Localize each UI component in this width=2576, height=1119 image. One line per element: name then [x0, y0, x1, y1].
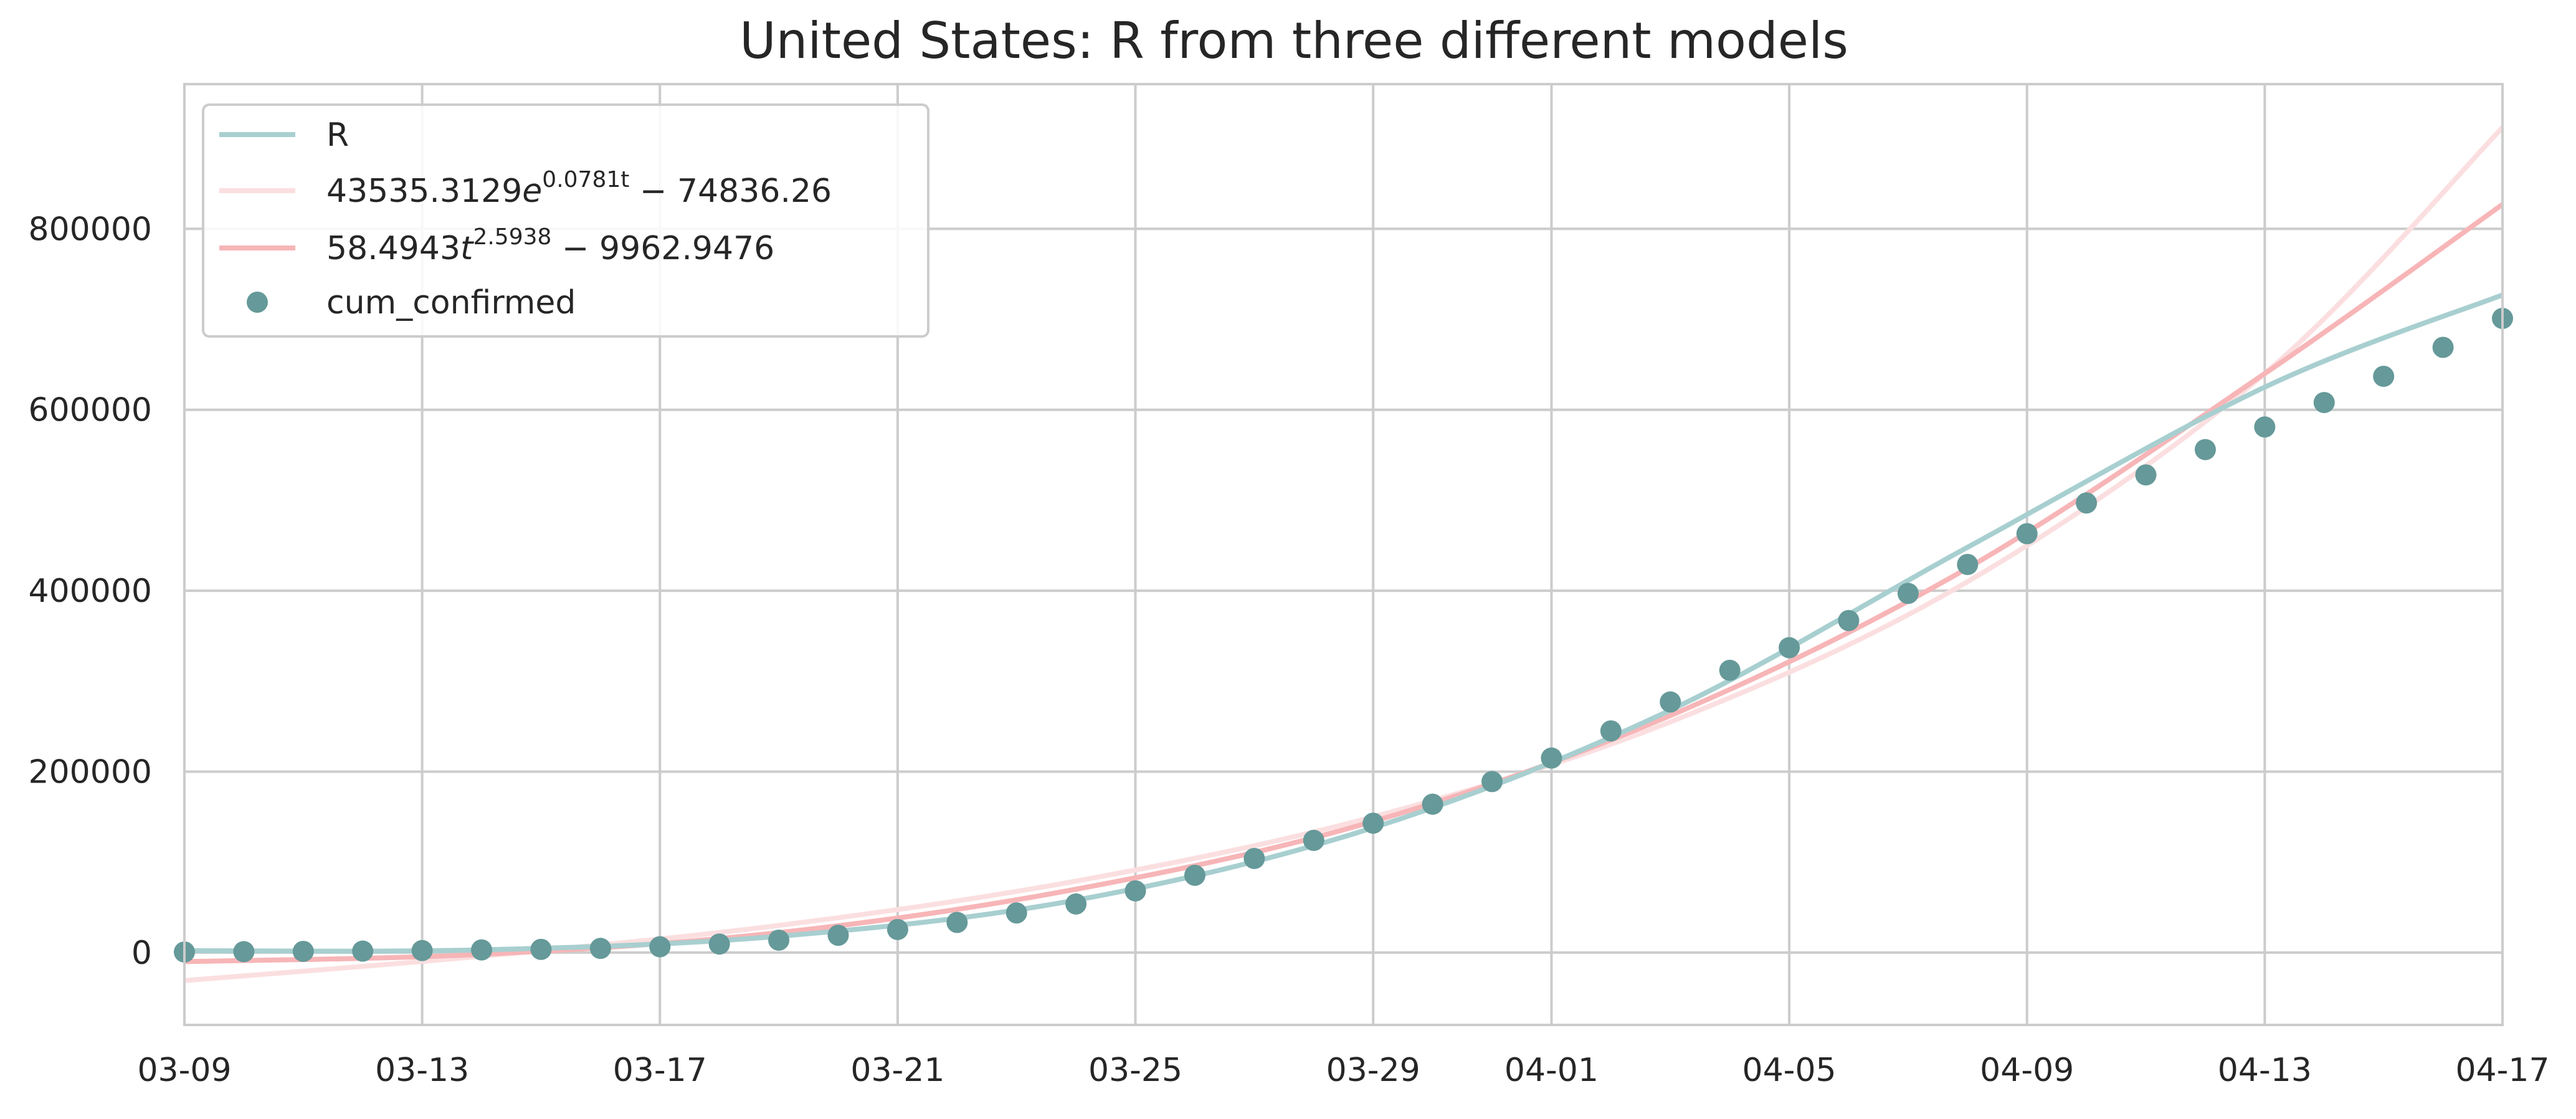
cum-confirmed-point: [589, 938, 611, 959]
cum-confirmed-point: [411, 940, 433, 961]
legend-swatch-3: [247, 292, 268, 313]
x-tick-label: 03-13: [375, 1052, 469, 1089]
cum-confirmed-point: [352, 940, 374, 962]
cum-confirmed-point: [1124, 880, 1146, 902]
cum-confirmed-point: [1005, 902, 1027, 924]
legend-box: [202, 103, 929, 338]
x-tick-label: 04-09: [1980, 1052, 2074, 1089]
x-tick-label: 03-21: [850, 1052, 944, 1089]
cum-confirmed-point: [2016, 523, 2038, 545]
legend-label-1: 43535.3129e0.0781t − 74836.26: [326, 167, 832, 210]
cum-confirmed-point: [2135, 464, 2157, 486]
x-tick-labels: 03-09 03-13 03-17 03-21 03-25 03-29 04-01 04-05…: [137, 1052, 2549, 1089]
x-tick-label: 04-17: [2455, 1052, 2549, 1089]
cum-confirmed-point: [1362, 812, 1384, 834]
cum-confirmed-point: [530, 938, 552, 960]
cum-confirmed-point: [827, 925, 849, 946]
x-tick-label: 04-13: [2218, 1052, 2312, 1089]
x-tick-label: 03-29: [1326, 1052, 1420, 1089]
cum-confirmed-point: [1779, 637, 1800, 659]
x-tick-label: 03-09: [137, 1052, 231, 1089]
y-tick-label: 600000: [28, 392, 152, 429]
cum-confirmed-point: [2313, 392, 2335, 414]
cum-confirmed-point: [1184, 864, 1205, 886]
cum-confirmed-point: [1600, 720, 1622, 742]
cum-confirmed-point: [2076, 492, 2098, 514]
cum-confirmed-point: [2373, 365, 2395, 387]
cum-confirmed-point: [1541, 747, 1562, 769]
y-tick-label: 400000: [28, 573, 152, 610]
cum-confirmed-point: [1303, 829, 1324, 851]
y-tick-labels: 0 200000 400000 600000 800000: [28, 211, 152, 972]
cum-confirmed-point: [233, 941, 255, 963]
legend-label-2: 58.4943t2.5938 − 9962.9476: [326, 224, 774, 267]
cum-confirmed-point: [292, 940, 314, 962]
cum-confirmed-point: [708, 933, 730, 955]
cum-confirmed-point: [768, 929, 790, 951]
y-tick-label: 200000: [28, 753, 152, 791]
cum-confirmed-point: [1660, 691, 1681, 713]
cum-confirmed-point: [1481, 771, 1503, 793]
cum-confirmed-point: [1719, 659, 1741, 681]
x-tick-label: 04-01: [1504, 1052, 1599, 1089]
plot-frame: [183, 83, 2504, 1026]
cum-confirmed-point: [1243, 847, 1265, 869]
x-tick-label: 04-05: [1742, 1052, 1837, 1089]
cum-confirmed-point: [946, 912, 968, 933]
cum-confirmed-point: [886, 918, 908, 940]
legend-label-0: R: [326, 117, 349, 154]
cum-confirmed-point: [649, 936, 671, 958]
cum-confirmed-point: [1422, 793, 1443, 815]
y-tick-label: 0: [131, 935, 152, 972]
cum-confirmed-point: [1065, 893, 1087, 915]
cum-confirmed-point: [1897, 583, 1919, 604]
cum-confirmed-point: [2432, 336, 2454, 358]
series-layer: [174, 125, 2513, 983]
y-tick-label: 800000: [28, 211, 152, 248]
x-tick-label: 03-25: [1088, 1052, 1182, 1089]
cum-confirmed-point: [2254, 416, 2276, 438]
cum-confirmed-point: [471, 939, 493, 961]
x-tick-label: 03-17: [613, 1052, 707, 1089]
legend-label-3: cum_confirmed: [326, 284, 576, 321]
legend: R 43535.3129e0.0781t − 74836.26 58.4943t2.…: [202, 103, 929, 338]
cum-confirmed-point: [2194, 439, 2216, 460]
cum-confirmed-point: [1838, 609, 1860, 631]
cum-confirmed-point: [1957, 553, 1979, 575]
chart-title: United States: R from three different mo…: [739, 12, 1848, 70]
